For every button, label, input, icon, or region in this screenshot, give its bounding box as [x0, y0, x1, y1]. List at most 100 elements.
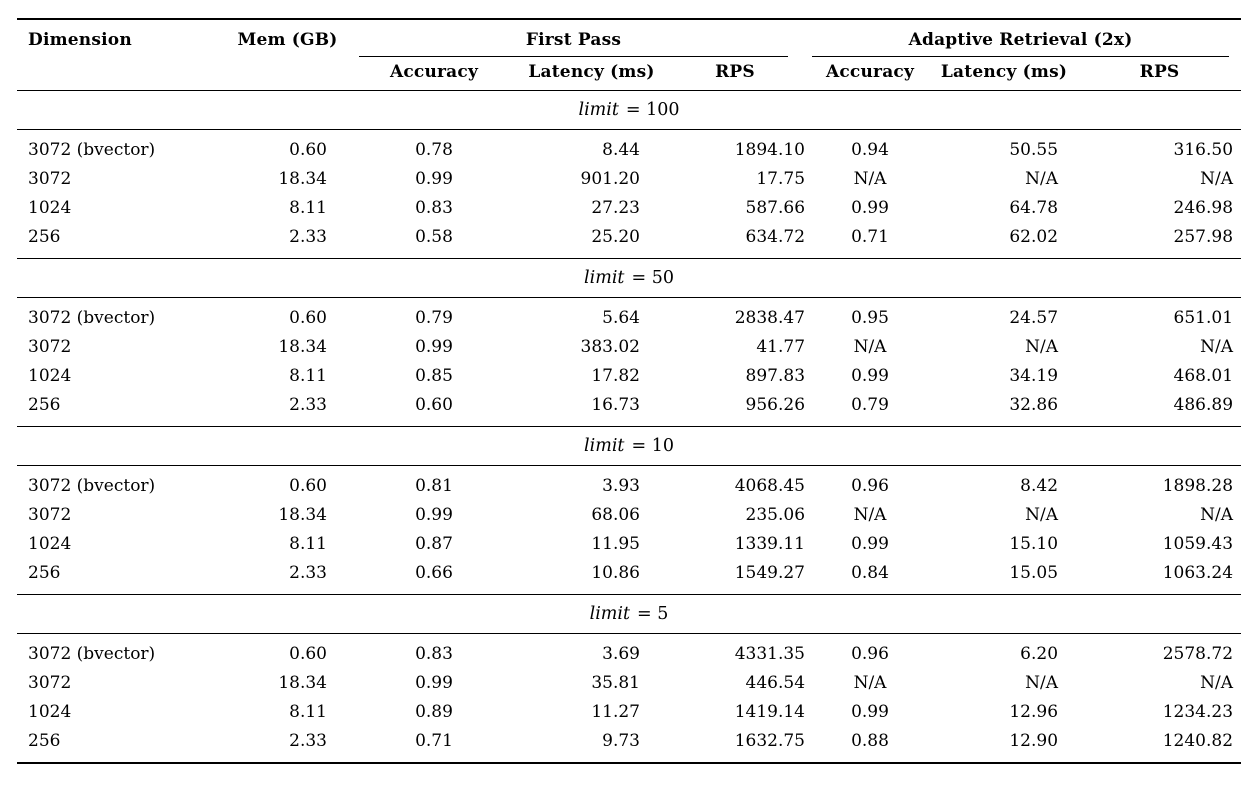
cell-dimension: 3072 (bvector) — [28, 140, 156, 160]
cell-dimension: 3072 (bvector) — [28, 644, 156, 664]
table-row: 3072 18.34 0.99 383.02 41.77 N/A N/A N/A — [17, 333, 1241, 362]
cell-ar-rps: 2578.72 — [1162, 644, 1234, 664]
cell-dimension: 3072 — [28, 337, 72, 357]
table-row: 3072 (bvector) 0.60 0.83 3.69 4331.35 0.96 6.2… — [17, 634, 1241, 670]
cell-ar-rps: N/A — [1200, 505, 1234, 525]
cell-ar-accuracy: N/A — [853, 337, 887, 357]
cell-fp-latency: 68.06 — [591, 505, 640, 525]
cell-fp-accuracy: 0.66 — [415, 563, 453, 583]
cell-fp-rps: 41.77 — [756, 337, 806, 357]
cell-fp-latency: 11.27 — [591, 702, 640, 722]
section-label-variable: limit — [578, 100, 619, 120]
table-row: 3072 (bvector) 0.60 0.81 3.93 4068.45 0.96 8.4… — [17, 466, 1241, 502]
cell-ar-latency: 34.19 — [1009, 366, 1059, 386]
cell-ar-accuracy: 0.94 — [851, 140, 889, 160]
cell-dimension: 3072 — [28, 169, 72, 189]
cell-ar-latency: 32.86 — [1009, 395, 1059, 415]
cell-fp-rps: 1894.10 — [734, 140, 806, 160]
section-label-value: = 5 — [637, 604, 669, 624]
cell-dimension: 256 — [28, 395, 61, 415]
cell-mem-gb: 0.60 — [289, 476, 327, 496]
cell-fp-accuracy: 0.89 — [415, 702, 453, 722]
col-header-mem-gb: Mem (GB) — [237, 30, 338, 50]
cell-mem-gb: 2.33 — [289, 563, 327, 583]
cell-fp-accuracy: 0.87 — [415, 534, 453, 554]
cell-ar-latency: N/A — [1025, 673, 1059, 693]
cell-fp-rps: 1419.14 — [734, 702, 806, 722]
cell-dimension: 3072 (bvector) — [28, 308, 156, 328]
table-row: 3072 18.34 0.99 68.06 235.06 N/A N/A N/A — [17, 501, 1241, 530]
cell-fp-accuracy: 0.81 — [415, 476, 453, 496]
cell-ar-rps: N/A — [1200, 337, 1234, 357]
cell-ar-latency: 8.42 — [1020, 476, 1059, 496]
cell-dimension: 1024 — [28, 702, 72, 722]
cell-fp-latency: 5.64 — [602, 308, 640, 328]
col-header-ar-latency: Latency (ms) — [940, 62, 1068, 82]
cell-mem-gb: 18.34 — [278, 337, 327, 357]
section-label-value: = 10 — [631, 436, 674, 456]
cell-dimension: 256 — [28, 227, 61, 247]
cell-ar-latency: 62.02 — [1009, 227, 1059, 247]
cell-ar-accuracy: N/A — [853, 505, 887, 525]
cell-dimension: 256 — [28, 731, 61, 751]
section-limit-100: limit = 100 3072 (bvector) 0.60 0.78 8.44 189… — [17, 90, 1242, 259]
cell-dimension: 3072 — [28, 505, 72, 525]
cell-fp-rps: 235.06 — [745, 505, 806, 525]
cell-ar-accuracy: 0.96 — [851, 476, 889, 496]
cell-mem-gb: 8.11 — [289, 702, 327, 722]
cell-ar-latency: 6.20 — [1020, 644, 1059, 664]
cell-fp-latency: 9.73 — [602, 731, 640, 751]
cell-fp-rps: 897.83 — [745, 366, 806, 386]
col-group-adaptive-retrieval-label: Adaptive Retrieval (2x) — [812, 29, 1230, 57]
cell-fp-rps: 1632.75 — [734, 731, 806, 751]
section-limit-50: limit = 50 3072 (bvector) 0.60 0.79 5.64 2838… — [17, 258, 1242, 427]
cell-mem-gb: 0.60 — [289, 644, 327, 664]
cell-fp-rps: 4331.35 — [734, 644, 806, 664]
header-row-subcolumns: Accuracy Latency (ms) RPS Accuracy Laten… — [17, 57, 1241, 91]
cell-mem-gb: 8.11 — [289, 198, 327, 218]
cell-fp-rps: 4068.45 — [734, 476, 806, 496]
cell-fp-rps: 634.72 — [745, 227, 806, 247]
table-row: 3072 18.34 0.99 901.20 17.75 N/A N/A N/A — [17, 165, 1241, 194]
cell-fp-latency: 27.23 — [591, 198, 640, 218]
cell-mem-gb: 2.33 — [289, 395, 327, 415]
table-row: 1024 8.11 0.87 11.95 1339.11 0.99 15.10 1059.43 — [17, 530, 1241, 559]
cell-dimension: 1024 — [28, 198, 72, 218]
benchmark-results-table: Dimension Mem (GB) First Pass Adaptive R… — [17, 18, 1242, 764]
section-label-value: = 100 — [625, 100, 680, 120]
cell-ar-latency: 12.90 — [1009, 731, 1059, 751]
cell-ar-latency: 15.05 — [1009, 563, 1059, 583]
cell-fp-latency: 25.20 — [591, 227, 640, 247]
cell-fp-accuracy: 0.99 — [415, 673, 453, 693]
section-label: limit = 50 — [17, 258, 1242, 298]
cell-fp-accuracy: 0.85 — [415, 366, 453, 386]
cell-fp-latency: 11.95 — [591, 534, 640, 554]
cell-ar-latency: N/A — [1025, 337, 1059, 357]
section-label-variable: limit — [589, 604, 631, 624]
section-label: limit = 10 — [17, 426, 1242, 466]
cell-fp-accuracy: 0.83 — [415, 644, 453, 664]
col-header-dimension: Dimension — [28, 30, 132, 50]
cell-fp-accuracy: 0.99 — [415, 169, 453, 189]
cell-dimension: 3072 (bvector) — [28, 476, 156, 496]
section-label-row: limit = 5 — [17, 594, 1242, 634]
cell-fp-rps: 2838.47 — [734, 308, 806, 328]
cell-fp-accuracy: 0.79 — [415, 308, 453, 328]
cell-ar-rps: 246.98 — [1173, 198, 1234, 218]
cell-fp-rps: 1549.27 — [734, 563, 806, 583]
cell-fp-latency: 17.82 — [591, 366, 640, 386]
cell-fp-accuracy: 0.71 — [415, 731, 453, 751]
col-header-ar-accuracy: Accuracy — [825, 62, 915, 82]
cell-fp-accuracy: 0.78 — [415, 140, 453, 160]
table-header: Dimension Mem (GB) First Pass Adaptive R… — [17, 19, 1242, 91]
cell-fp-latency: 3.69 — [602, 644, 640, 664]
cell-dimension: 1024 — [28, 366, 72, 386]
cell-ar-rps: 1240.82 — [1162, 731, 1234, 751]
cell-ar-rps: 1059.43 — [1162, 534, 1234, 554]
section-label-row: limit = 100 — [17, 90, 1242, 130]
cell-ar-accuracy: 0.84 — [851, 563, 889, 583]
cell-fp-rps: 17.75 — [756, 169, 806, 189]
cell-fp-latency: 16.73 — [591, 395, 640, 415]
table-row: 256 2.33 0.60 16.73 956.26 0.79 32.86 486.89 — [17, 391, 1241, 427]
cell-dimension: 256 — [28, 563, 61, 583]
